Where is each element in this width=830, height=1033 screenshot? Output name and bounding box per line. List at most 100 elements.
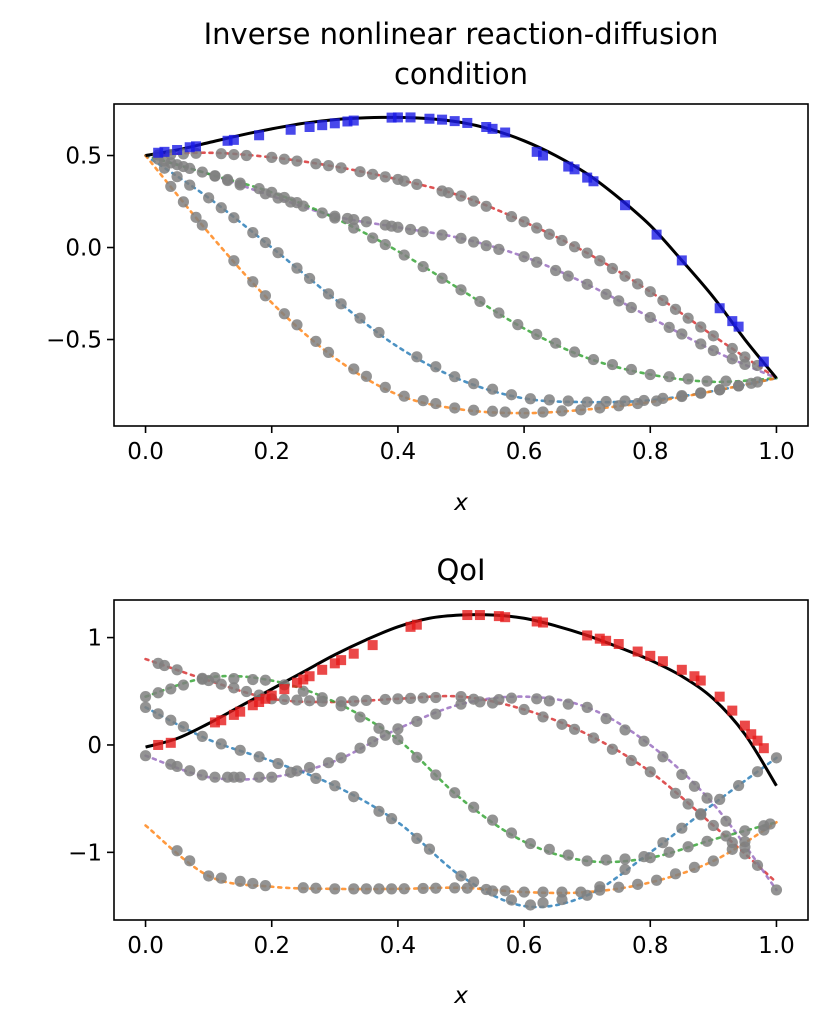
sample-point [663, 846, 675, 858]
sample-point [480, 883, 492, 896]
sample-point [676, 822, 688, 834]
observation-point [449, 116, 460, 127]
sample-point [417, 261, 429, 273]
sample-point [682, 373, 694, 385]
sample-point [455, 190, 467, 202]
observation-point [405, 621, 416, 632]
sample-point [209, 170, 221, 182]
sample-point [707, 855, 719, 867]
sample-point [587, 353, 600, 366]
sample-point [228, 149, 240, 161]
sample-point [266, 771, 278, 783]
sample-point [486, 383, 499, 395]
sample-point [676, 328, 688, 340]
sample-point [184, 179, 196, 191]
sample-point [695, 321, 707, 333]
sample-point [423, 843, 436, 855]
sample-point [417, 395, 429, 407]
sample-point [676, 390, 688, 403]
observation-point [228, 709, 239, 720]
sample-point [392, 221, 404, 233]
sample-point [234, 771, 246, 783]
sample-point [688, 780, 701, 792]
sample-point [493, 694, 505, 706]
sample-point [594, 402, 606, 414]
sample-point [228, 682, 240, 694]
observation-point [298, 674, 309, 685]
sample-point [657, 751, 669, 763]
sample-point [550, 264, 562, 277]
observation-point [317, 120, 328, 131]
sample-point [505, 894, 518, 906]
sample-point [184, 765, 196, 777]
sample-point [373, 722, 385, 734]
observation-point [651, 229, 662, 240]
sample-point [575, 886, 587, 898]
sample-point [215, 872, 227, 884]
sample-point [184, 162, 196, 174]
sample-point [430, 708, 442, 720]
y-tick-label: 0.0 [65, 236, 102, 262]
sample-point [669, 868, 682, 880]
sample-point [196, 730, 208, 742]
sample-point [468, 195, 480, 207]
plot-area [144, 112, 778, 419]
sample-point [524, 393, 537, 405]
sample-point [259, 880, 272, 892]
sample-point [196, 219, 208, 231]
sample-point [720, 375, 732, 387]
observation-point [758, 356, 769, 367]
sample-point [682, 312, 694, 324]
sample-point [430, 691, 442, 704]
sample-point [531, 222, 543, 234]
sample-point [619, 853, 631, 865]
sample-point [594, 255, 606, 267]
sample-point [714, 384, 726, 396]
sample-point [177, 721, 189, 733]
sample-point [417, 226, 429, 238]
sample-point [291, 197, 303, 209]
observation-point [538, 617, 549, 628]
sample-point [360, 883, 372, 895]
sample-point [291, 694, 303, 706]
sample-point [449, 371, 461, 383]
sample-point [196, 673, 208, 685]
sample-point [139, 701, 152, 713]
observation-point [260, 693, 271, 704]
sample-point [411, 351, 423, 363]
y-tick-label: 0.5 [65, 144, 102, 170]
sample-point [720, 830, 732, 842]
sample-point [613, 295, 625, 307]
sample-point [171, 845, 183, 857]
sample-point [518, 407, 530, 419]
observation-point [153, 739, 164, 750]
sample-point [739, 825, 751, 837]
sample-point [751, 766, 764, 778]
x-tick-label: 1.0 [758, 439, 795, 465]
sample-point [247, 227, 259, 239]
sample-point [177, 196, 189, 208]
observation-point [531, 616, 542, 627]
sample-point [701, 835, 713, 847]
sample-point [379, 238, 391, 251]
sample-point [556, 886, 568, 898]
plot-area [139, 610, 783, 911]
sample-point [297, 685, 309, 697]
sample-point [348, 213, 360, 226]
sample-point [209, 771, 221, 783]
sample-point [278, 191, 290, 204]
sample-point [499, 406, 511, 418]
sample-point [770, 884, 783, 896]
sample-point [266, 186, 278, 198]
sample-point [663, 321, 675, 333]
sample-point [291, 262, 303, 274]
sample-point [581, 247, 593, 259]
sample-point [688, 861, 701, 873]
sample-point [430, 882, 442, 894]
sample-point [663, 371, 675, 383]
sample-point [644, 286, 656, 298]
sample-point [266, 151, 278, 163]
x-tick-label: 0.6 [506, 933, 543, 959]
sample-point [278, 308, 290, 320]
sample-point [234, 875, 246, 887]
